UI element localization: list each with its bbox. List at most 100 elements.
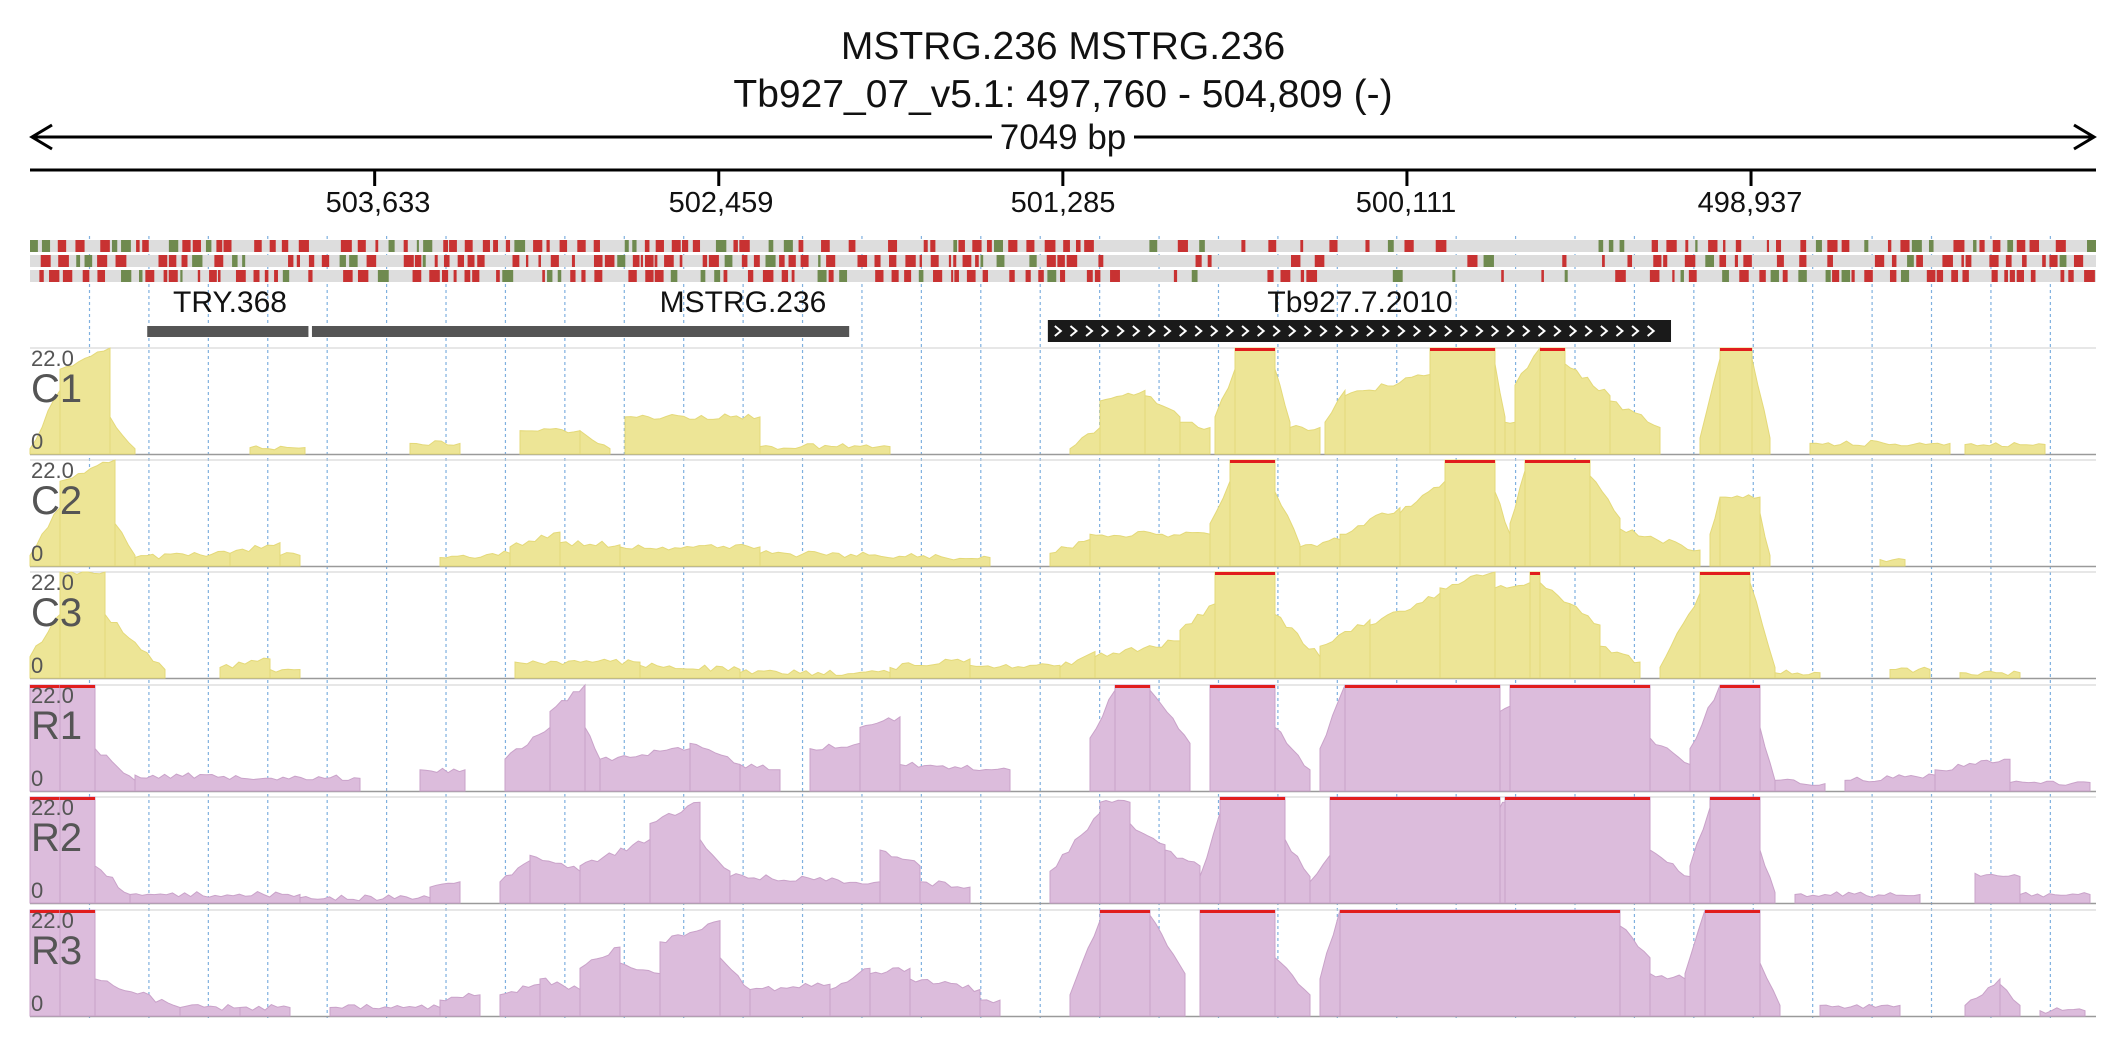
- variant-mark: [136, 240, 140, 252]
- variant-mark: [1094, 270, 1101, 282]
- variant-mark: [1723, 240, 1726, 252]
- variant-mark: [2005, 255, 2012, 267]
- variant-mark: [542, 270, 545, 282]
- coverage-area: [749, 982, 831, 1017]
- coverage-area: [969, 663, 1061, 679]
- variant-mark: [464, 240, 473, 252]
- coverage-area: [829, 967, 871, 1017]
- coverage-area: [1324, 388, 1346, 455]
- gene-strand-arrow: [1163, 325, 1172, 337]
- variant-mark: [1615, 270, 1626, 282]
- coverage-area: [219, 657, 271, 679]
- variant-mark: [1705, 255, 1715, 267]
- variant-mark: [1776, 240, 1782, 252]
- track-min-label: 0: [31, 766, 44, 791]
- variant-mark: [1268, 240, 1277, 252]
- coverage-area: [1709, 496, 1721, 567]
- track-max-label: 22.0: [31, 458, 74, 483]
- coverage-area: [1719, 494, 1761, 567]
- variant-mark: [343, 270, 353, 282]
- coverage-area: [1539, 347, 1566, 455]
- gene-strand-arrow: [1444, 325, 1453, 337]
- variant-mark: [962, 255, 972, 267]
- gene-strand-arrow: [1428, 325, 1437, 337]
- coverage-area: [1089, 688, 1116, 792]
- coverage-area: [619, 543, 761, 567]
- variant-mark: [1300, 270, 1305, 282]
- coverage-area: [1099, 799, 1131, 904]
- variant-mark: [1900, 240, 1910, 252]
- variant-mark: [1926, 270, 1936, 282]
- coverage-area: [1719, 684, 1761, 792]
- variant-mark: [40, 255, 51, 267]
- variant-mark: [264, 270, 269, 282]
- variant-mark: [1992, 240, 2001, 252]
- variant-mark: [918, 270, 924, 282]
- coverage-area: [1959, 670, 2021, 679]
- variant-mark: [449, 240, 457, 252]
- variant-mark: [1300, 240, 1304, 252]
- variant-mark: [1719, 255, 1727, 267]
- variant-mark: [242, 255, 246, 267]
- variant-mark: [180, 270, 183, 282]
- coverage-area: [1974, 872, 2021, 904]
- coverage-area: [1964, 442, 2046, 455]
- variant-mark: [403, 255, 414, 267]
- variant-mark: [296, 255, 301, 267]
- variant-mark: [577, 240, 586, 252]
- coverage-area: [879, 849, 921, 904]
- coverage-area: [729, 873, 881, 904]
- variant-mark: [209, 270, 217, 282]
- variant-mark: [655, 240, 664, 252]
- gene-strand-arrow: [1132, 325, 1141, 337]
- variant-mark: [2068, 270, 2074, 282]
- variant-mark: [2073, 255, 2084, 267]
- variant-mark: [115, 255, 127, 267]
- variant-mark: [1864, 270, 1873, 282]
- gene-strand-arrow: [1194, 325, 1203, 337]
- variant-mark: [76, 255, 81, 267]
- variant-mark: [1891, 255, 1897, 267]
- variant-mark: [197, 270, 201, 282]
- coverage-area: [1099, 909, 1151, 1017]
- variant-mark: [1306, 270, 1318, 282]
- coverage-area: [1429, 347, 1496, 455]
- coverage-area: [1759, 962, 1781, 1017]
- variant-mark: [798, 240, 804, 252]
- coverage-area: [499, 859, 531, 904]
- gene-label-mstrg236: MSTRG.236: [659, 286, 827, 319]
- coverage-area: [1274, 956, 1311, 1017]
- coverage-area: [584, 725, 601, 792]
- variant-mark: [632, 255, 640, 267]
- coverage-area: [1539, 581, 1571, 679]
- variant-mark: [1452, 270, 1456, 282]
- variant-mark: [645, 270, 654, 282]
- variant-mark: [1695, 240, 1698, 252]
- variant-mark: [512, 255, 520, 267]
- variant-mark: [1759, 270, 1766, 282]
- variant-mark: [1029, 255, 1037, 267]
- coverage-area: [1214, 571, 1276, 679]
- variant-mark: [1173, 270, 1178, 282]
- variant-mark: [1314, 255, 1325, 267]
- coverage-area: [1209, 684, 1276, 792]
- variant-mark: [1651, 240, 1658, 252]
- coverage-area: [1649, 972, 1686, 1017]
- variant-mark: [181, 255, 188, 267]
- variant-mark: [593, 240, 600, 252]
- variant-mark: [1991, 270, 1998, 282]
- coverage-area: [269, 668, 301, 679]
- variant-mark: [1916, 255, 1923, 267]
- variant-mark: [1827, 240, 1838, 252]
- gene-track: [147, 320, 1672, 342]
- variant-mark: [1329, 240, 1338, 252]
- variant-mark: [1063, 240, 1070, 252]
- variant-mark: [235, 270, 246, 282]
- variant-mark: [828, 270, 834, 282]
- variant-mark: [321, 255, 330, 267]
- coverage-area: [1599, 645, 1641, 679]
- variant-mark: [1735, 240, 1742, 252]
- variant-mark: [1602, 255, 1605, 267]
